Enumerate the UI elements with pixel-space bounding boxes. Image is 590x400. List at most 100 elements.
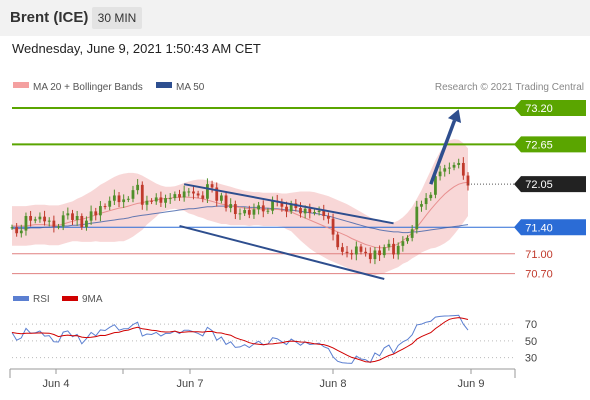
candle — [415, 206, 419, 230]
candle — [108, 200, 112, 207]
candle — [173, 194, 177, 199]
candle — [66, 213, 70, 216]
candle — [15, 227, 19, 234]
level-tag-72-65: 72.65 — [514, 136, 586, 153]
candle — [299, 208, 302, 214]
candle — [257, 205, 261, 210]
candle — [140, 184, 144, 205]
level-label-73-20: 73.20 — [525, 103, 553, 115]
candle — [382, 247, 386, 256]
candle — [373, 250, 377, 260]
candle — [238, 213, 242, 215]
candle — [271, 200, 274, 211]
candle — [159, 197, 163, 203]
rsi-legend-swatch — [13, 296, 29, 301]
channel-line — [183, 183, 394, 225]
level-tag-bg — [514, 136, 586, 153]
candle — [331, 218, 335, 235]
time-tick-label: Jun 8 — [320, 378, 347, 390]
candle — [392, 243, 395, 255]
price-legend: MA 20 + Bollinger Bands MA 50 Research ©… — [13, 82, 584, 93]
candle — [285, 206, 288, 212]
candle — [182, 191, 186, 198]
ma20-legend-swatch — [13, 82, 29, 88]
ma50-legend-swatch — [156, 82, 172, 88]
candle — [266, 210, 270, 212]
ma9-legend-swatch — [62, 296, 78, 301]
candle — [443, 168, 447, 172]
candle — [229, 204, 233, 209]
candle — [434, 176, 437, 195]
rsi-ma9-line — [11, 317, 469, 363]
candle — [29, 216, 33, 221]
level-tag-73-20: 73.20 — [514, 99, 586, 116]
candle — [350, 253, 354, 255]
candle — [47, 220, 51, 222]
candle — [94, 211, 98, 216]
level-label-72-05: 72.05 — [525, 179, 553, 191]
candle — [201, 195, 205, 199]
level-tag-71-40: 71.40 — [514, 219, 586, 236]
forecast-arrow — [429, 119, 457, 185]
rsi-panel: 70 50 30 — [11, 314, 537, 365]
candle — [378, 250, 381, 256]
candle — [164, 198, 167, 203]
channel-line — [179, 224, 385, 280]
candle — [71, 213, 74, 220]
candle — [313, 212, 316, 214]
candle — [233, 204, 237, 215]
candle — [289, 203, 293, 212]
candle — [345, 251, 349, 254]
candle — [19, 230, 23, 234]
candle — [192, 191, 195, 194]
candle — [112, 195, 116, 201]
candle — [420, 204, 423, 207]
candle — [80, 216, 84, 228]
candle — [215, 187, 219, 201]
candle — [322, 210, 326, 217]
candle — [61, 215, 65, 227]
candle — [368, 253, 372, 260]
candle — [252, 209, 256, 215]
candle — [424, 198, 428, 205]
candle — [461, 162, 465, 176]
candle — [336, 234, 340, 248]
candle — [280, 202, 284, 207]
candle — [52, 220, 56, 227]
candle — [340, 247, 344, 252]
candle — [131, 190, 135, 199]
candle — [103, 206, 107, 208]
candle — [122, 199, 126, 203]
candle — [303, 208, 307, 214]
candle — [136, 184, 140, 191]
candle — [438, 171, 442, 177]
candle — [206, 184, 209, 199]
candle — [168, 198, 172, 200]
candle — [89, 211, 93, 221]
interval-badge[interactable]: 30 MIN — [92, 7, 142, 29]
candle — [187, 191, 191, 193]
ma50-legend-label: MA 50 — [176, 82, 205, 93]
candle — [145, 200, 149, 205]
candle — [219, 195, 223, 201]
level-tag-bg — [514, 176, 586, 193]
candle — [57, 226, 60, 228]
ma20-legend-label: MA 20 + Bollinger Bands — [33, 82, 143, 93]
candle — [359, 246, 363, 252]
level-tag-bg — [514, 99, 586, 116]
candle — [24, 216, 28, 231]
chart-datetime: Wednesday, June 9, 2021 1:50:43 AM CET — [12, 41, 261, 56]
ma9-legend-label: 9MA — [82, 294, 103, 305]
level-label-70-70: 70.70 — [525, 269, 553, 281]
candle — [308, 208, 312, 213]
rsi-tick-label: 30 — [525, 353, 537, 365]
rsi-legend-label: RSI — [33, 294, 50, 305]
candle — [43, 216, 46, 222]
candle — [117, 195, 121, 203]
rsi-line — [11, 314, 469, 364]
time-tick-label: Jun 7 — [177, 378, 204, 390]
rsi-legend: RSI 9MA — [13, 294, 103, 305]
candle — [364, 251, 368, 254]
level-tag-bg — [514, 219, 586, 236]
